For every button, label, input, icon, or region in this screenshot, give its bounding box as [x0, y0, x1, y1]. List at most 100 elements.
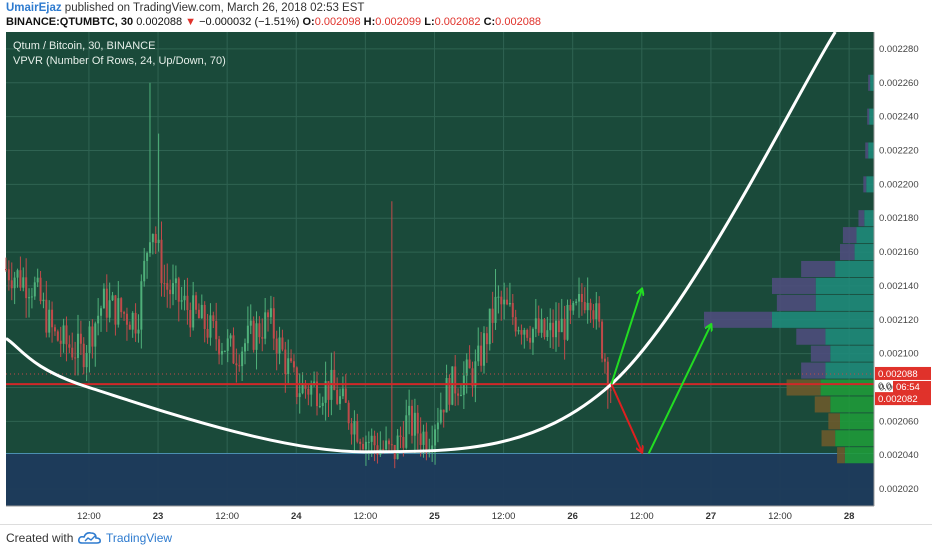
candle-body: [209, 315, 212, 338]
time-tick-label: 12:00: [353, 511, 377, 522]
cup-arc: [5, 31, 837, 454]
candle-body: [385, 440, 388, 450]
author-link[interactable]: UmairEjaz: [6, 2, 62, 14]
support-price-badge: [875, 392, 931, 406]
projection-arrow-down: [610, 383, 641, 452]
candle-body: [261, 337, 264, 339]
vpvr-bar-down: [868, 74, 871, 91]
candle-body: [434, 429, 437, 446]
candle-body: [272, 308, 275, 339]
vpvr-bar-up: [825, 328, 874, 345]
candle-body: [488, 308, 491, 345]
price-tick-label: 0.002100: [879, 349, 919, 360]
high-value: 0.002099: [375, 16, 422, 28]
plot-background: [6, 32, 874, 506]
tradingview-brand[interactable]: TradingView: [106, 531, 173, 545]
candle-body: [30, 296, 33, 298]
price-chart[interactable]: 0.0020200.0020400.0020600.0020800.002100…: [0, 0, 932, 524]
candle-body: [549, 322, 552, 331]
candle-body: [123, 312, 126, 314]
vpvr-bar-down: [858, 210, 865, 227]
candle-body: [269, 308, 272, 318]
candle-body: [408, 405, 411, 416]
candle-body: [154, 233, 157, 244]
candle-body: [68, 344, 71, 348]
candle-body: [474, 361, 477, 387]
vpvr-histogram: [704, 74, 874, 464]
vpvr-bar-up: [835, 260, 874, 278]
candle-body: [511, 302, 514, 318]
candle-body: [465, 359, 468, 376]
candle-body: [177, 278, 180, 302]
candle-body: [327, 381, 330, 400]
time-tick-label: 28: [844, 511, 855, 522]
candle-body: [304, 383, 307, 389]
candle-body: [39, 277, 42, 302]
chart-header: UmairEjaz published on TradingView.com, …: [0, 0, 932, 30]
candle-body: [601, 321, 604, 359]
candle-body: [508, 302, 511, 305]
candle-body: [482, 333, 485, 366]
last-price-badge-label: 0.002088: [878, 369, 918, 380]
candle-body: [485, 333, 488, 345]
candle-body: [339, 396, 342, 404]
candle-body: [235, 363, 238, 366]
vpvr-bar-down: [828, 413, 840, 430]
candle-body: [413, 412, 416, 436]
candle-body: [402, 436, 405, 448]
candle-body: [232, 335, 235, 364]
candle-body: [48, 309, 51, 333]
time-tick-label: 12:00: [215, 511, 239, 522]
candle-body: [292, 361, 295, 368]
price-tick-label: 0.002240: [879, 112, 919, 123]
time-tick-label: 25: [429, 511, 440, 522]
candle-body: [373, 435, 376, 446]
vpvr-bar-down: [865, 142, 869, 159]
candle-body: [569, 304, 572, 311]
candle-body: [189, 310, 192, 328]
candle-body: [183, 295, 186, 301]
candle-body: [267, 312, 270, 318]
projection-arrow-up: [610, 289, 641, 385]
candle-body: [16, 270, 19, 278]
candle-body: [583, 302, 586, 311]
vpvr-bar-up: [840, 413, 874, 430]
footer: Created with TradingView: [0, 524, 932, 551]
vpvr-bar-down: [840, 244, 855, 261]
candle-body: [91, 326, 94, 347]
time-tick-label: 23: [153, 511, 164, 522]
price-axis-background: [874, 32, 932, 506]
candle-body: [287, 358, 290, 375]
vpvr-bar-down: [796, 328, 826, 345]
chart-legend-title: Qtum / Bitcoin, 30, BINANCE: [13, 40, 156, 52]
vpvr-bar-up: [830, 345, 874, 362]
publish-info: published on TradingView.com, March 26, …: [61, 2, 365, 14]
candle-body: [295, 367, 298, 398]
candle-body: [146, 253, 149, 261]
candle-body: [197, 309, 200, 319]
change-value: −0.000032 (−1.51%): [199, 16, 300, 28]
candle-body: [100, 308, 103, 316]
candle-body: [367, 441, 370, 443]
candle-body: [65, 325, 68, 345]
candle-body: [13, 277, 16, 289]
candle-body: [318, 405, 321, 407]
candle-body: [586, 302, 589, 311]
candle-body: [252, 320, 255, 350]
candle-body: [258, 323, 261, 338]
candle-body: [592, 310, 595, 320]
candle-body: [520, 330, 523, 335]
candle-body: [419, 433, 422, 445]
candle-body: [85, 352, 88, 368]
candle-body: [174, 278, 177, 284]
vpvr-bar-up: [835, 430, 874, 447]
change-arrow-icon: ▼: [185, 16, 197, 28]
publish-line: UmairEjaz published on TradingView.com, …: [6, 2, 364, 14]
candle-body: [56, 331, 59, 341]
candle-body: [114, 295, 117, 325]
candle-body: [206, 328, 209, 338]
candle-body: [102, 288, 105, 309]
candle-body: [143, 260, 146, 282]
vpvr-bar-up: [830, 396, 874, 413]
candle-body: [399, 435, 402, 437]
